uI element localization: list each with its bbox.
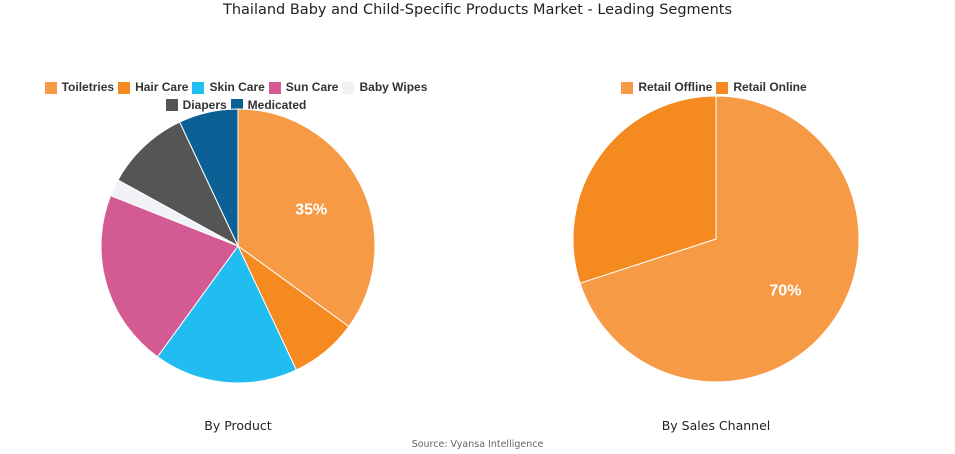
legend-swatch <box>192 81 205 94</box>
pie-slice-retail-online[interactable] <box>572 95 717 284</box>
legend-label: Medicated <box>247 97 307 112</box>
legend-label: Hair Care <box>135 80 189 94</box>
legend-swatch <box>342 81 355 94</box>
pie-slice-retail-offline[interactable] <box>579 95 860 383</box>
legend-item-retail-online[interactable]: Retail Online <box>716 80 807 95</box>
legend-by-sales-channel: Retail Offline Retail Online <box>616 80 816 98</box>
legend-label: Retail Online <box>733 80 807 94</box>
legend-item-skin-care[interactable]: Skin Care <box>192 80 265 95</box>
legend-by-product: Toiletries Hair Care Skin Care Sun Care Baby… <box>18 80 458 115</box>
legend-swatch <box>165 99 178 111</box>
legend-item-diapers[interactable]: Diapers <box>165 97 227 113</box>
pie-slice-diapers[interactable] <box>117 121 240 248</box>
legend-item-toiletries[interactable]: Toiletries <box>44 80 115 95</box>
data-label: 35% <box>295 202 327 219</box>
data-label: 70% <box>769 282 801 299</box>
legend-label: Sun Care <box>285 80 339 94</box>
legend-item-retail-offline[interactable]: Retail Offline <box>621 80 712 95</box>
legend-swatch <box>268 81 281 94</box>
legend-label: Diapers <box>182 97 227 112</box>
pie-slice-toiletries[interactable] <box>237 108 376 328</box>
pie-slice-sun-care[interactable] <box>100 194 239 358</box>
legend-label: Retail Offline <box>638 80 713 94</box>
legend-swatch <box>118 81 131 94</box>
legend-swatch <box>44 81 57 94</box>
legend-item-medicated[interactable]: Medicated <box>230 97 307 113</box>
legend-item-hair-care[interactable]: Hair Care <box>118 80 188 95</box>
legend-label: Toiletries <box>61 80 115 94</box>
legend-swatch <box>230 99 243 111</box>
legend-label: Skin Care <box>209 80 265 94</box>
legend-item-baby-wipes[interactable]: Baby Wipes <box>342 80 427 95</box>
pie-slice-skin-care[interactable] <box>156 245 297 384</box>
legend-swatch <box>621 81 634 94</box>
subtitle-by-product: By Product <box>204 418 272 433</box>
legend-label: Baby Wipes <box>359 80 428 94</box>
source-note: Source: Vyansa Intelligence <box>411 439 544 450</box>
pie-slice-medicated[interactable] <box>179 108 239 247</box>
legend-item-sun-care[interactable]: Sun Care <box>268 80 339 95</box>
legend-swatch <box>716 81 729 94</box>
chart-title: Thailand Baby and Child-Specific Product… <box>222 2 733 18</box>
subtitle-by-sales-channel: By Sales Channel <box>661 418 771 433</box>
